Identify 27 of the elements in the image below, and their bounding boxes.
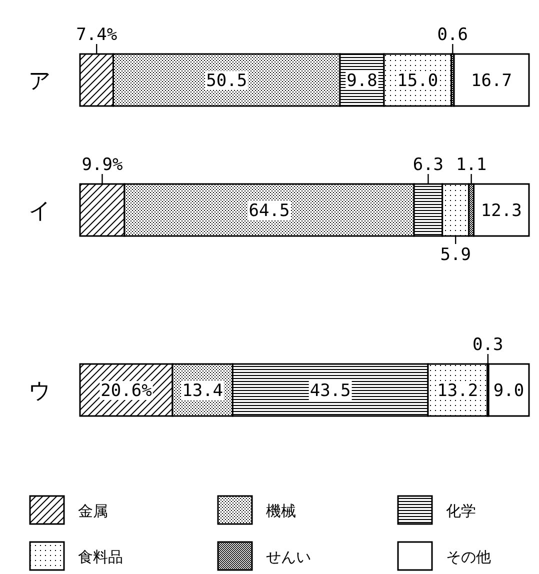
- y-tick-label: ウ: [28, 379, 52, 404]
- data-label: 13.2: [437, 381, 478, 401]
- data-label: 0.3: [472, 335, 504, 355]
- data-label: 43.5: [310, 381, 351, 401]
- data-label: 20.6%: [100, 381, 152, 401]
- data-label: 5.9: [440, 245, 471, 265]
- data-label: 7.4%: [76, 25, 118, 45]
- y-tick-label: ア: [28, 69, 52, 94]
- data-label: 6.3: [412, 155, 444, 175]
- data-label: 9.0: [493, 381, 524, 401]
- legend-label: その他: [446, 548, 491, 566]
- legend-label: せんい: [266, 548, 311, 566]
- legend-label: 化学: [446, 502, 476, 520]
- data-label: 12.3: [480, 201, 522, 221]
- legend-label: 機械: [266, 502, 296, 520]
- data-label: 9.9%: [82, 155, 123, 175]
- data-label: 1.1: [456, 155, 487, 175]
- legend-label: 金属: [78, 502, 108, 520]
- data-label: 64.5: [248, 201, 290, 221]
- data-label: 0.6: [437, 25, 468, 45]
- y-tick-label: イ: [28, 199, 52, 224]
- data-label: 16.7: [471, 71, 512, 91]
- data-label: 50.5: [206, 71, 248, 91]
- data-label: 9.8: [346, 71, 378, 91]
- legend-label: 食料品: [78, 548, 123, 566]
- data-label: 13.4: [182, 381, 224, 401]
- data-label: 15.0: [397, 71, 438, 91]
